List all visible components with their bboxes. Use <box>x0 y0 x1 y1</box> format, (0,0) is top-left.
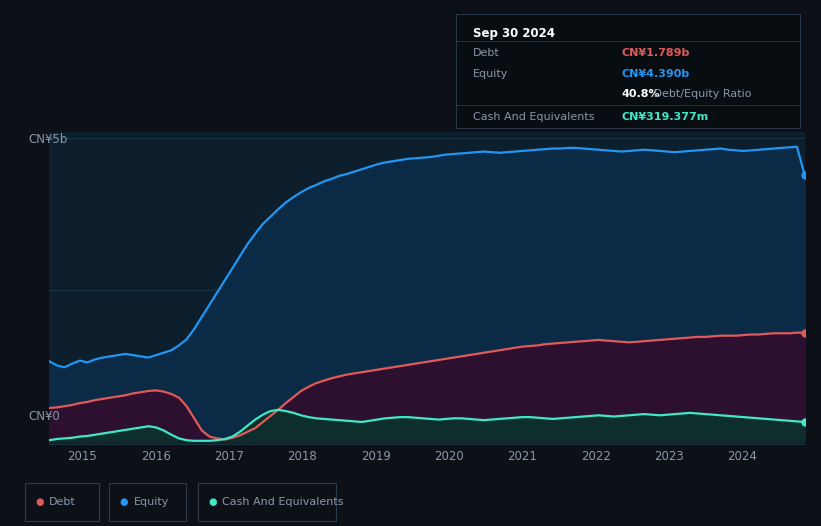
Text: Sep 30 2024: Sep 30 2024 <box>473 27 555 41</box>
Text: ●: ● <box>120 497 128 508</box>
Text: Cash And Equivalents: Cash And Equivalents <box>473 112 594 122</box>
Text: Debt: Debt <box>473 48 500 58</box>
Text: Equity: Equity <box>473 69 508 79</box>
Text: Debt/Equity Ratio: Debt/Equity Ratio <box>650 89 752 99</box>
Text: ●: ● <box>209 497 217 508</box>
Text: CN¥0: CN¥0 <box>29 410 61 423</box>
Text: Cash And Equivalents: Cash And Equivalents <box>222 497 344 508</box>
Text: 40.8%: 40.8% <box>621 89 660 99</box>
Text: CN¥319.377m: CN¥319.377m <box>621 112 709 122</box>
Text: ●: ● <box>35 497 44 508</box>
Text: Equity: Equity <box>134 497 169 508</box>
Text: CN¥5b: CN¥5b <box>29 133 68 146</box>
Text: CN¥1.789b: CN¥1.789b <box>621 48 690 58</box>
Text: CN¥4.390b: CN¥4.390b <box>621 69 690 79</box>
Text: Debt: Debt <box>49 497 76 508</box>
